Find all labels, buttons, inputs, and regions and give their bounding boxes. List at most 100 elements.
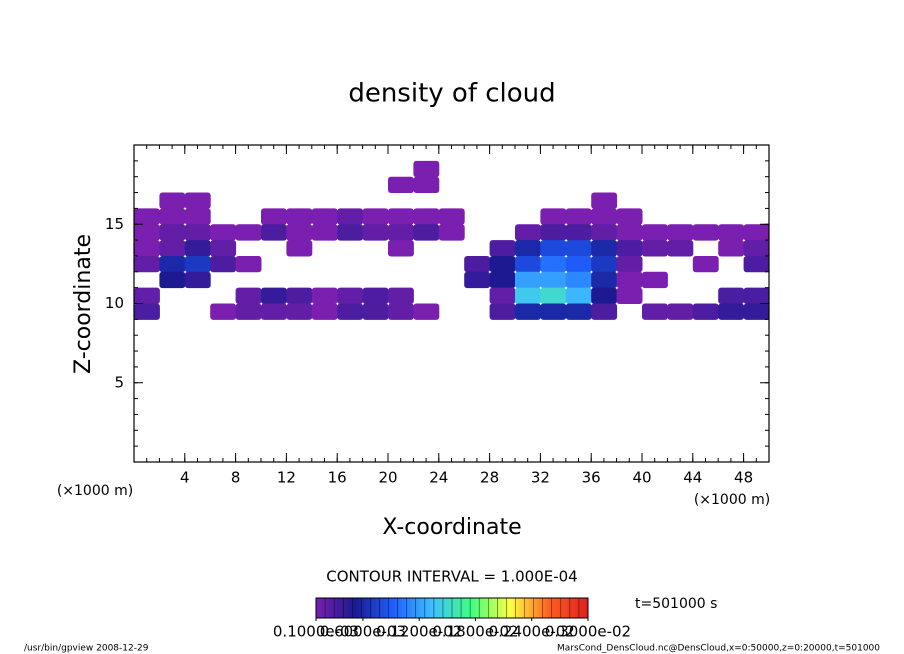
contour-cell — [515, 303, 541, 320]
contour-cell — [134, 208, 160, 225]
contour-cell — [718, 303, 745, 320]
colorbar-tick-label: 0.1200e-02 — [376, 623, 462, 641]
contour-cell — [540, 287, 567, 304]
contour-cell — [311, 303, 338, 320]
contour-cell — [134, 255, 160, 273]
contour-cell — [743, 287, 770, 304]
contour-cell — [159, 192, 186, 209]
y-tick-label: 15 — [105, 215, 124, 233]
contour-cell — [489, 240, 516, 257]
contour-cell — [565, 287, 592, 304]
contour-cell — [362, 208, 389, 225]
colorbar-tick-label: 0.6000e-03 — [320, 623, 406, 641]
contour-cell — [286, 240, 313, 257]
x-tick-label: 48 — [734, 469, 753, 487]
x-tick-label: 20 — [378, 469, 397, 487]
contour-cell — [134, 303, 160, 320]
contour-cell — [540, 208, 567, 225]
contour-cell — [540, 240, 567, 257]
contour-cell — [286, 303, 313, 320]
contour-cell — [159, 240, 186, 257]
x-tick-label: 4 — [180, 469, 190, 487]
x-tick-label: 36 — [582, 469, 601, 487]
contour-cell — [261, 208, 287, 225]
contour-cell — [591, 303, 618, 320]
y-axis-label: Z-coordinate — [71, 234, 96, 374]
contour-cell — [515, 224, 541, 241]
contour-cell — [718, 240, 745, 257]
contour-cell — [184, 255, 211, 273]
contour-cell — [616, 255, 643, 273]
contour-cell — [692, 303, 719, 320]
contour-cell — [337, 224, 364, 241]
contour-cell — [159, 271, 186, 289]
contour-cell — [134, 224, 160, 241]
contour-cell — [235, 303, 262, 320]
contour-cell — [388, 303, 414, 320]
contour-cell — [565, 240, 592, 257]
y-unit: (×1000 m) — [57, 483, 133, 499]
contour-cell — [591, 255, 618, 273]
contour-cell — [692, 224, 719, 241]
contour-cell — [489, 287, 516, 304]
contour-cell — [286, 287, 313, 304]
contour-cell — [134, 287, 160, 304]
contour-cell — [616, 208, 643, 225]
contour-cell — [210, 303, 237, 320]
x-tick-label: 44 — [683, 469, 702, 487]
contour-cell — [413, 303, 440, 320]
x-tick-label: 32 — [531, 469, 550, 487]
contour-cell — [540, 255, 567, 273]
contour-cell — [311, 208, 338, 225]
x-tick-label: 24 — [429, 469, 448, 487]
contour-cell — [134, 240, 160, 257]
contour-cell — [591, 271, 618, 289]
contour-cell — [489, 255, 516, 273]
contour-cell — [337, 303, 364, 320]
contour-cell — [591, 224, 618, 241]
contour-cell — [261, 303, 287, 320]
contour-cell — [337, 287, 364, 304]
contour-cell — [311, 224, 338, 241]
contour-cell — [388, 208, 414, 225]
contour-cell — [642, 271, 668, 289]
contour-cell — [616, 271, 643, 289]
contour-cell — [184, 224, 211, 241]
contour-cell — [337, 208, 364, 225]
contour-cell — [515, 255, 541, 273]
contour-cell — [261, 224, 287, 241]
contour-cell — [743, 255, 770, 273]
contour-cell — [362, 303, 389, 320]
contour-cell — [388, 287, 414, 304]
contour-cell — [667, 240, 694, 257]
contour-cell — [261, 287, 287, 304]
contour-cell — [184, 271, 211, 289]
contour-cell — [159, 208, 186, 225]
contour-cell — [438, 208, 465, 225]
x-tick-label: 28 — [480, 469, 499, 487]
x-tick-label: 8 — [231, 469, 241, 487]
contour-cell — [692, 255, 719, 273]
contour-cell — [565, 224, 592, 241]
contour-cell — [159, 255, 186, 273]
x-tick-label: 16 — [328, 469, 347, 487]
footer-right: MarsCond_DensCloud.nc@DensCloud,x=0:5000… — [557, 644, 880, 654]
contour-cell — [235, 287, 262, 304]
contour-cell — [515, 287, 541, 304]
contour-cell — [489, 271, 516, 289]
contour-cell — [515, 240, 541, 257]
contour-cell — [565, 255, 592, 273]
colorbar-tick-label: 0.1800e-02 — [432, 623, 518, 641]
contour-cell — [667, 303, 694, 320]
contour-cell — [464, 271, 491, 289]
contour-cell — [591, 208, 618, 225]
chart-title: density of cloud — [348, 79, 555, 109]
contour-cell — [540, 271, 567, 289]
time-label: t=501000 s — [635, 596, 717, 612]
contour-cell — [743, 224, 770, 241]
contour-cell — [311, 287, 338, 304]
x-tick-label: 40 — [632, 469, 651, 487]
contour-cell — [591, 240, 618, 257]
contour-cell — [464, 255, 491, 273]
contour-cell — [286, 224, 313, 241]
